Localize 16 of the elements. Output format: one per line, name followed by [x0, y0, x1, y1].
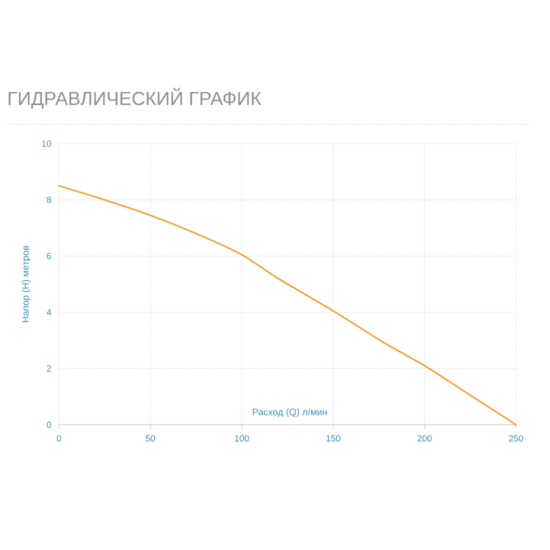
y-tick-label: 4 — [46, 309, 52, 316]
y-tick-label: 6 — [46, 252, 52, 260]
y-tick-label: 8 — [46, 196, 52, 204]
y-tick-label: 0 — [46, 422, 52, 428]
line-series — [58, 185, 517, 426]
x-tick-label: 0 — [56, 435, 62, 442]
chart-title: ГИДРАВЛИЧЕСКИЙ ГРАФИК — [8, 88, 262, 109]
x-tick-label: 150 — [326, 435, 340, 442]
y-tick-label: 10 — [42, 140, 52, 147]
x-tick-label: 100 — [235, 435, 249, 442]
x-tick-label: 200 — [418, 435, 432, 442]
x-tick-label: 250 — [508, 435, 524, 442]
y-axis-title: Напор (H) метров — [22, 246, 31, 322]
x-axis-title: Расход (Q) л/мин — [252, 408, 327, 418]
x-tick-label: 50 — [146, 435, 156, 442]
y-tick-label: 2 — [46, 365, 52, 372]
